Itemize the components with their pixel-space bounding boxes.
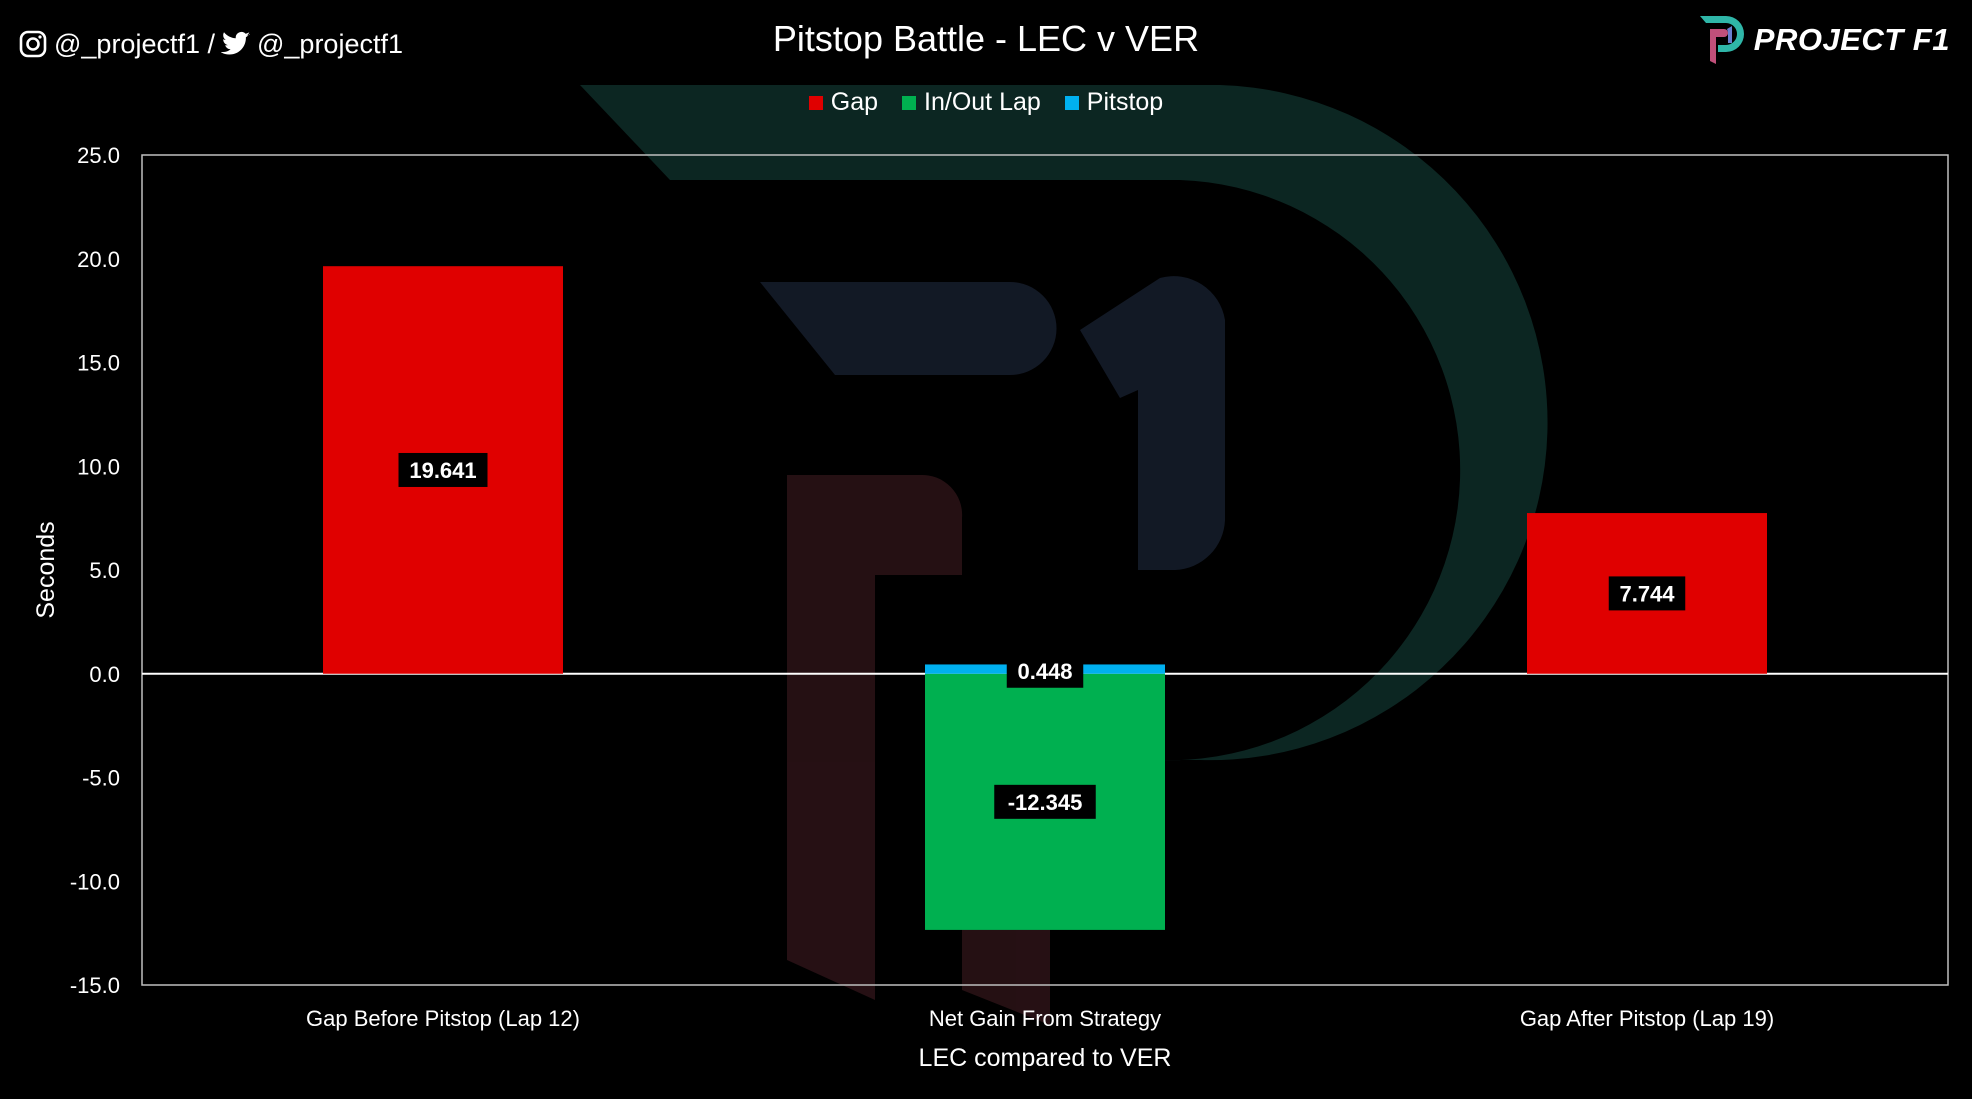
- x-tick-label: Gap After Pitstop (Lap 19): [1520, 1006, 1774, 1031]
- twitter-icon[interactable]: [221, 31, 251, 57]
- legend-item-in-out-lap: In/Out Lap: [902, 88, 1041, 117]
- data-label-pitstop: 0.448: [1017, 659, 1072, 684]
- y-axis-title: Seconds: [32, 521, 60, 618]
- x-tick-label: Gap Before Pitstop (Lap 12): [306, 1006, 580, 1031]
- y-tick-label: -10.0: [70, 869, 120, 894]
- data-label-in-out-lap: -12.345: [1008, 790, 1083, 815]
- legend-swatch-pitstop: [1064, 95, 1079, 110]
- legend-item-pitstop: Pitstop: [1064, 88, 1164, 117]
- legend-swatch-in-out-lap: [902, 95, 917, 110]
- plot-labels: 19.641 7.744 -12.345 0.448: [398, 452, 1686, 819]
- y-tick-label: 25.0: [77, 143, 120, 168]
- legend-swatch-gap: [808, 95, 823, 110]
- x-axis-title: LEC compared to VER: [919, 1044, 1172, 1072]
- data-label-box-gap: [1608, 576, 1686, 611]
- data-label-gap: 7.744: [1619, 581, 1675, 606]
- data-label-gap: 19.641: [409, 458, 476, 483]
- chart-legend: Gap In/Out Lap Pitstop: [0, 88, 1972, 117]
- plot-area-border: [141, 154, 1949, 986]
- legend-label-pitstop: Pitstop: [1086, 88, 1164, 116]
- y-tick-label: 5.0: [89, 558, 120, 583]
- x-tick-label: Net Gain From Strategy: [929, 1006, 1161, 1031]
- brand-logo: PROJECT F1: [1696, 10, 1950, 70]
- plot-bars: [323, 266, 1767, 930]
- y-tick-label: 20.0: [77, 247, 120, 272]
- data-label-box-in-out-lap: [994, 784, 1096, 819]
- legend-label-gap: Gap: [830, 88, 879, 116]
- data-label-box-gap: [398, 452, 488, 487]
- project-f1-logo: [1699, 16, 1744, 64]
- social-handles: @_projectf1 / @_projectf1: [18, 24, 403, 64]
- y-tick-label: 10.0: [77, 454, 120, 479]
- data-label-box-pitstop: [1006, 653, 1084, 688]
- twitter-handle[interactable]: @_projectf1: [257, 28, 403, 59]
- instagram-icon[interactable]: [18, 29, 48, 59]
- legend-item-gap: Gap: [808, 88, 879, 117]
- y-tick-label: 0.0: [89, 662, 120, 687]
- instagram-handle[interactable]: @_projectf1 /: [54, 28, 215, 59]
- chart-title: Pitstop Battle - LEC v VER: [772, 18, 1200, 59]
- y-tick-label: 15.0: [77, 351, 120, 376]
- legend-label-in-out-lap: In/Out Lap: [924, 88, 1041, 116]
- brand-name: PROJECT F1: [1753, 22, 1950, 57]
- y-tick-label: -15.0: [70, 973, 120, 998]
- y-tick-label: -5.0: [82, 766, 120, 791]
